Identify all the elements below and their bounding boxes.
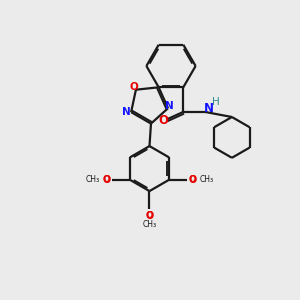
Text: O: O	[188, 175, 197, 185]
Text: N: N	[165, 101, 174, 111]
Text: CH₃: CH₃	[199, 175, 213, 184]
Text: O: O	[189, 175, 196, 184]
Text: CH₃: CH₃	[85, 175, 100, 184]
Text: O: O	[159, 114, 169, 128]
Text: O: O	[102, 175, 110, 185]
Text: O: O	[146, 211, 154, 220]
Text: CH₃: CH₃	[142, 220, 157, 229]
Text: O: O	[146, 211, 153, 220]
Text: N: N	[122, 107, 131, 117]
Text: O: O	[103, 175, 110, 184]
Text: O: O	[129, 82, 138, 92]
Text: H: H	[212, 97, 219, 107]
Text: N: N	[204, 102, 214, 115]
